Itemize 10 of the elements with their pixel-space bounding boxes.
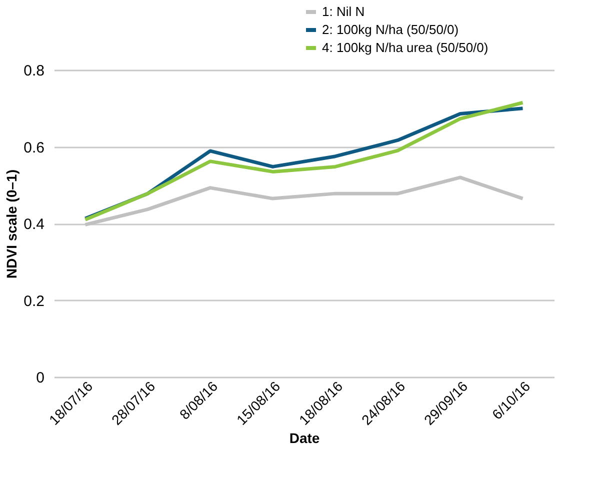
y-axis-title: NDVI scale (0–1) [4,170,20,278]
y-tick-label: 0.4 [24,216,44,233]
y-tick-label: 0.6 [24,139,44,156]
y-tick-label: 0 [36,370,44,386]
legend-label: 1: Nil N [322,4,365,19]
x-axis-title: Date [289,430,320,446]
y-tick-label: 0.2 [24,292,44,310]
legend-label: 4: 100kg N/ha urea (50/50/0) [322,40,488,55]
legend-label: 2: 100kg N/ha (50/50/0) [322,22,459,37]
y-tick-label: 0.8 [24,62,44,80]
